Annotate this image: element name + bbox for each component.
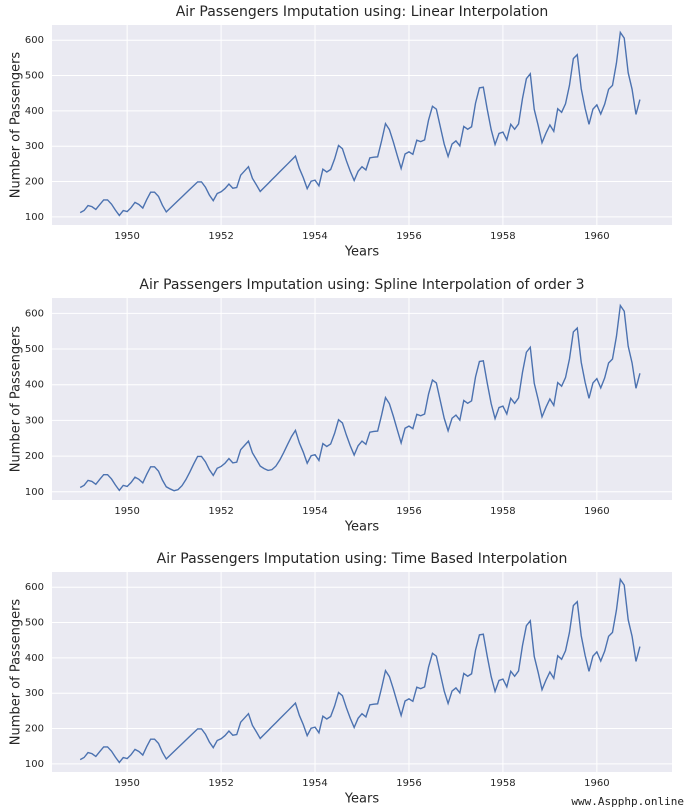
x-tick-label: 1952 <box>208 778 233 789</box>
x-tick-label: 1958 <box>490 778 515 789</box>
y-tick-label: 600 <box>25 308 44 319</box>
x-tick-label: 1952 <box>208 506 233 517</box>
y-tick-label: 400 <box>25 106 44 117</box>
x-tick-label: 1958 <box>490 506 515 517</box>
chart-panel: Air Passengers Imputation using: Spline … <box>9 277 672 535</box>
plot-area <box>52 298 672 500</box>
y-tick-label: 300 <box>25 415 44 426</box>
y-tick-label: 300 <box>25 141 44 152</box>
data-line <box>79 30 641 217</box>
x-tick-label: 1954 <box>302 506 327 517</box>
y-tick-label: 100 <box>25 487 44 498</box>
x-tick-label: 1960 <box>584 506 609 517</box>
x-axis-label: Years <box>344 520 380 535</box>
x-axis-label: Years <box>344 792 380 807</box>
chart-title: Air Passengers Imputation using: Time Ba… <box>157 551 568 567</box>
x-tick-label: 1954 <box>302 231 327 242</box>
x-tick-label: 1950 <box>114 778 139 789</box>
x-tick-label: 1954 <box>302 778 327 789</box>
y-tick-label: 200 <box>25 177 44 188</box>
watermark: www.Aspphp.online <box>571 795 684 808</box>
x-axis-label: Years <box>344 245 380 260</box>
y-tick-label: 100 <box>25 212 44 223</box>
y-tick-label: 400 <box>25 380 44 391</box>
y-tick-label: 600 <box>25 582 44 593</box>
x-tick-label: 1956 <box>396 506 421 517</box>
x-tick-label: 1956 <box>396 231 421 242</box>
x-tick-label: 1956 <box>396 778 421 789</box>
y-tick-label: 600 <box>25 35 44 46</box>
x-tick-label: 1950 <box>114 231 139 242</box>
data-line <box>79 577 641 764</box>
chart-title: Air Passengers Imputation using: Linear … <box>176 4 549 20</box>
y-tick-label: 200 <box>25 724 44 735</box>
y-tick-label: 400 <box>25 653 44 664</box>
y-tick-label: 500 <box>25 618 44 629</box>
data-line <box>79 303 641 492</box>
plot-area <box>52 25 672 225</box>
x-tick-label: 1960 <box>584 778 609 789</box>
y-axis-label: Number of Passengers <box>9 52 24 199</box>
chart-panel: Air Passengers Imputation using: Linear … <box>9 4 672 260</box>
x-tick-label: 1952 <box>208 231 233 242</box>
x-tick-label: 1958 <box>490 231 515 242</box>
y-axis-label: Number of Passengers <box>9 599 24 746</box>
plot-area <box>52 572 672 772</box>
x-tick-label: 1950 <box>114 506 139 517</box>
chart-panel: Air Passengers Imputation using: Time Ba… <box>9 551 672 807</box>
y-tick-label: 100 <box>25 759 44 770</box>
y-tick-label: 200 <box>25 451 44 462</box>
y-tick-label: 300 <box>25 688 44 699</box>
y-tick-label: 500 <box>25 71 44 82</box>
x-tick-label: 1960 <box>584 231 609 242</box>
y-tick-label: 500 <box>25 344 44 355</box>
y-axis-label: Number of Passengers <box>9 326 24 473</box>
chart-title: Air Passengers Imputation using: Spline … <box>139 277 584 293</box>
